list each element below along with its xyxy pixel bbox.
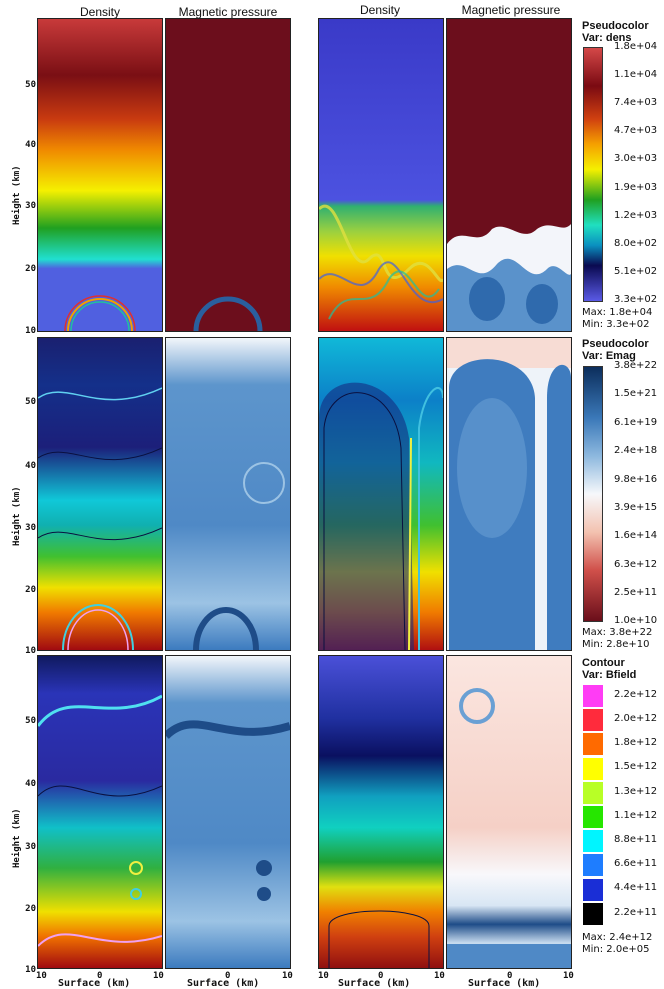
legend-dens-max: Max: 1.8e+04 <box>582 307 653 318</box>
legend-dens-label-8: 5.1e+02 <box>614 266 658 277</box>
x-tick-10-d: 10 <box>318 971 329 981</box>
legend-emag-label-5: 3.9e+15 <box>614 502 658 513</box>
legend-bfield-label-6: 8.8e+11 <box>614 834 658 845</box>
legend-bfield-max: Max: 2.4e+12 <box>582 932 653 943</box>
x-tick-10-f: 10 <box>563 971 574 981</box>
y-tick-row3-30: 30 <box>25 842 36 852</box>
legend-dens-label-7: 8.0e+02 <box>614 238 658 249</box>
legend-bfield-label-0: 2.2e+12 <box>614 689 658 700</box>
legend-emag-label-0: 3.8e+22 <box>614 360 658 371</box>
contour-swatch-7 <box>583 854 603 877</box>
legend-dens-label-6: 1.2e+03 <box>614 210 658 221</box>
y-tick-row2-40: 40 <box>25 461 36 471</box>
panel-density-row3-left <box>37 655 163 969</box>
y-tick-row2-10: 10 <box>25 646 36 656</box>
panel-density-row2-right <box>318 337 444 651</box>
contour-swatch-1 <box>583 709 603 732</box>
panel-magnetic-pressure-row2-right <box>446 337 572 651</box>
y-tick-row1-20: 20 <box>25 264 36 274</box>
legend-bfield-label-8: 4.4e+11 <box>614 882 658 893</box>
legend-dens-title: Pseudocolor Var: dens <box>582 20 649 44</box>
legend-emag-label-4: 9.8e+16 <box>614 474 658 485</box>
legend-dens-label-0: 1.8e+04 <box>614 41 658 52</box>
x-tick-10-a: 10 <box>36 971 47 981</box>
legend-emag-label-2: 6.1e+19 <box>614 417 658 428</box>
y-tick-row1-10: 10 <box>25 326 36 336</box>
legend-emag-label-6: 1.6e+14 <box>614 530 658 541</box>
y-tick-row2-20: 20 <box>25 585 36 595</box>
y-tick-row3-20: 20 <box>25 904 36 914</box>
legend-dens-label-1: 1.1e+04 <box>614 69 658 80</box>
column-title-magnetic-pressure-left: Magnetic pressure <box>178 5 278 19</box>
x-tick-10-c: 10 <box>282 971 293 981</box>
y-tick-row3-40: 40 <box>25 779 36 789</box>
legend-dens-label-2: 7.4e+03 <box>614 97 658 108</box>
legend-dens-label-5: 1.9e+03 <box>614 182 658 193</box>
panel-density-row2-left <box>37 337 163 651</box>
panel-density-row3-right <box>318 655 444 969</box>
x-tick-10-b: 10 <box>153 971 164 981</box>
contour-swatch-5 <box>583 806 603 828</box>
y-tick-row3-50: 50 <box>25 716 36 726</box>
y-tick-row1-50: 50 <box>25 80 36 90</box>
contour-swatch-8 <box>583 878 603 901</box>
column-title-magnetic-pressure-right: Magnetic pressure <box>461 3 561 17</box>
contour-swatch-0 <box>583 685 603 707</box>
y-axis-label-row3: Height (km) <box>12 808 22 868</box>
x-tick-0-d: 0 <box>507 971 513 981</box>
column-title-density-left: Density <box>79 5 120 19</box>
y-tick-row1-30: 30 <box>25 201 36 211</box>
legend-bfield-label-5: 1.1e+12 <box>614 810 658 821</box>
legend-dens-label-9: 3.3e+02 <box>614 294 658 305</box>
legend-bfield-label-1: 2.0e+12 <box>614 713 658 724</box>
y-tick-row1-40: 40 <box>25 140 36 150</box>
legend-emag-label-7: 6.3e+12 <box>614 559 658 570</box>
legend-dens-label-4: 3.0e+03 <box>614 153 658 164</box>
legend-bfield-label-3: 1.5e+12 <box>614 761 658 772</box>
legend-bfield-label-4: 1.3e+12 <box>614 786 658 797</box>
x-tick-0-c: 0 <box>378 971 384 981</box>
y-tick-row3-10: 10 <box>25 965 36 975</box>
legend-bfield-min: Min: 2.0e+05 <box>582 944 650 955</box>
panel-magnetic-pressure-row3-right <box>446 655 572 969</box>
legend-bfield-label-9: 2.2e+11 <box>614 907 658 918</box>
panel-magnetic-pressure-initial <box>165 18 291 332</box>
panel-density-evolved <box>318 18 444 332</box>
legend-dens-label-3: 4.7e+03 <box>614 125 658 136</box>
legend-emag-min: Min: 2.8e+10 <box>582 639 650 650</box>
colorbar-dens <box>583 47 603 302</box>
legend-bfield-title: Contour Var: Bfield <box>582 657 637 681</box>
x-axis-label-3: Surface (km) <box>338 978 411 989</box>
legend-emag-label-1: 1.5e+21 <box>614 388 658 399</box>
panel-magnetic-pressure-row3-left <box>165 655 291 969</box>
y-axis-label-row2: Height (km) <box>12 486 22 546</box>
legend-dens-min: Min: 3.3e+02 <box>582 319 650 330</box>
legend-emag-label-9: 1.0e+10 <box>614 615 658 626</box>
y-tick-row2-30: 30 <box>25 523 36 533</box>
x-tick-0-b: 0 <box>225 971 231 981</box>
y-axis-label-row1: Height (km) <box>12 165 22 225</box>
x-tick-10-e: 10 <box>434 971 445 981</box>
contour-swatch-6 <box>583 830 603 853</box>
legend-emag-title: Pseudocolor Var: Emag <box>582 338 649 362</box>
x-axis-label-4: Surface (km) <box>468 978 541 989</box>
contour-swatch-9 <box>583 902 603 925</box>
panel-magnetic-pressure-row2-left <box>165 337 291 651</box>
legend-emag-max: Max: 3.8e+22 <box>582 627 653 638</box>
contour-swatch-2 <box>583 733 603 756</box>
x-axis-label-2: Surface (km) <box>187 978 260 989</box>
legend-emag-label-3: 2.4e+18 <box>614 445 658 456</box>
x-axis-label-1: Surface (km) <box>58 978 131 989</box>
contour-swatch-4 <box>583 781 603 804</box>
y-tick-row2-50: 50 <box>25 397 36 407</box>
legend-emag-label-8: 2.5e+11 <box>614 587 658 598</box>
contour-swatch-3 <box>583 757 603 780</box>
panel-magnetic-pressure-evolved <box>446 18 572 332</box>
legend-bfield-label-2: 1.8e+12 <box>614 737 658 748</box>
column-title-density-right: Density <box>359 3 400 17</box>
panel-density-initial <box>37 18 163 332</box>
colorbar-emag <box>583 366 603 622</box>
x-tick-0-a: 0 <box>97 971 103 981</box>
legend-bfield-label-7: 6.6e+11 <box>614 858 658 869</box>
